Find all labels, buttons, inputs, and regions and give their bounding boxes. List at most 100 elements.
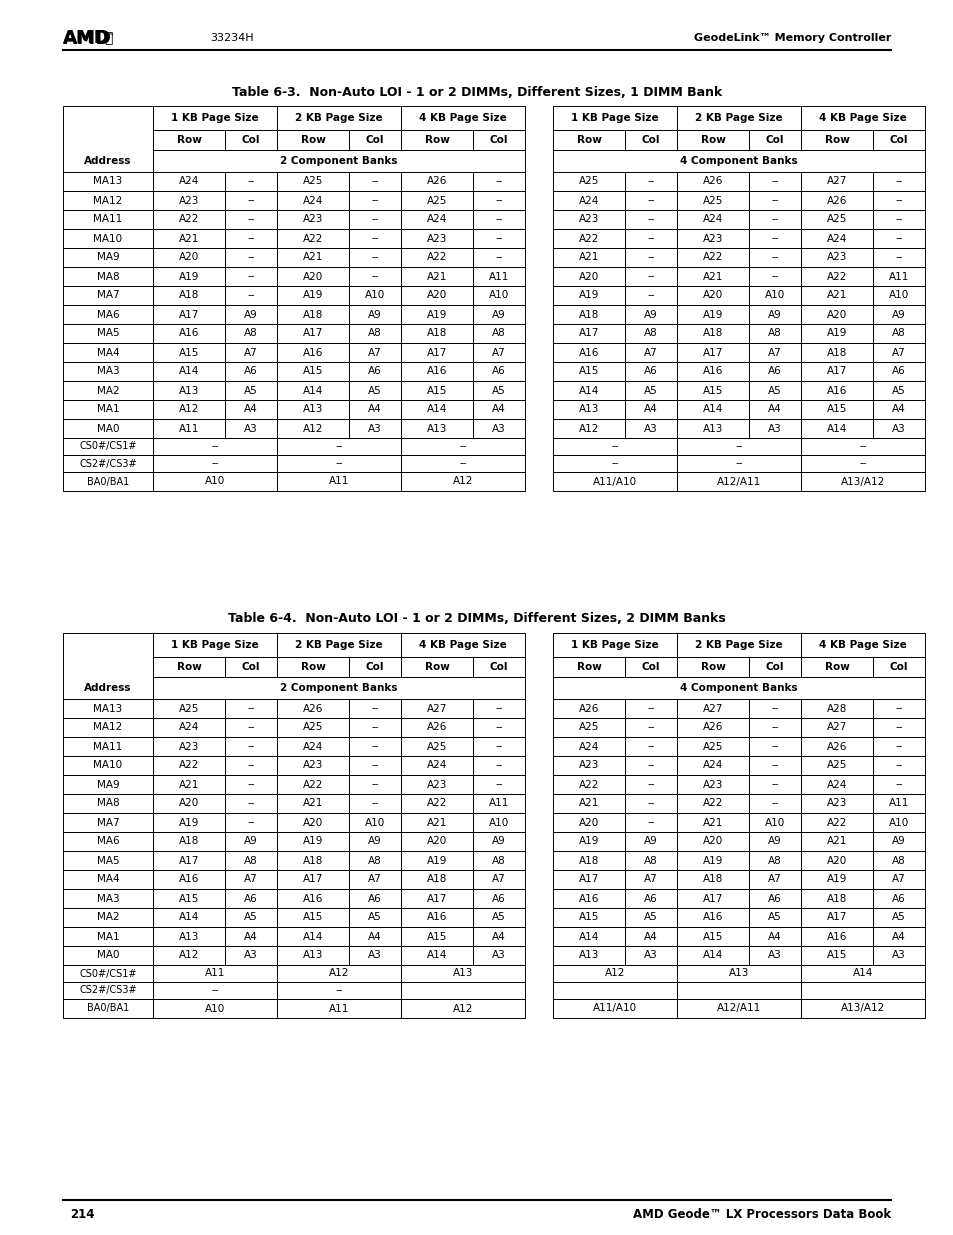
Text: --: --: [495, 761, 502, 771]
Text: 2 KB Page Size: 2 KB Page Size: [294, 112, 382, 124]
Text: A10: A10: [205, 477, 225, 487]
Text: A20: A20: [578, 272, 598, 282]
Text: A5: A5: [244, 385, 257, 395]
Bar: [677, 794, 748, 813]
Bar: [677, 287, 748, 305]
Bar: [276, 248, 349, 267]
Text: A22: A22: [426, 799, 447, 809]
Text: A14: A14: [302, 931, 323, 941]
Bar: [63, 634, 152, 699]
Text: A24: A24: [302, 741, 323, 752]
Text: A20: A20: [426, 836, 447, 846]
Bar: [349, 927, 400, 946]
Bar: [473, 908, 524, 927]
Bar: [349, 946, 400, 965]
Text: 2 Component Banks: 2 Component Banks: [280, 683, 397, 693]
Bar: [400, 946, 473, 965]
Bar: [473, 343, 524, 362]
Bar: [63, 908, 152, 927]
Bar: [276, 737, 349, 756]
Text: A17: A17: [578, 329, 598, 338]
Bar: [553, 999, 677, 1018]
Text: --: --: [211, 441, 218, 452]
Bar: [553, 172, 624, 191]
Text: A20: A20: [178, 252, 199, 263]
Bar: [624, 832, 677, 851]
Text: A22: A22: [578, 779, 598, 789]
Text: A10: A10: [205, 1004, 225, 1014]
Text: A4: A4: [492, 931, 505, 941]
Text: A9: A9: [643, 310, 658, 320]
Text: A22: A22: [302, 233, 323, 243]
Text: A21: A21: [302, 252, 323, 263]
Bar: [677, 191, 748, 210]
Text: --: --: [646, 741, 654, 752]
Text: A13: A13: [578, 951, 598, 961]
Bar: [400, 756, 473, 776]
Text: CS0#/CS1#: CS0#/CS1#: [79, 968, 136, 978]
Bar: [872, 908, 924, 927]
Bar: [152, 718, 225, 737]
Text: A26: A26: [826, 741, 846, 752]
Bar: [872, 287, 924, 305]
Bar: [553, 305, 624, 324]
Text: --: --: [646, 722, 654, 732]
Text: A4: A4: [891, 931, 905, 941]
Text: A12: A12: [604, 968, 624, 978]
Bar: [63, 362, 152, 382]
Text: A22: A22: [178, 761, 199, 771]
Bar: [152, 908, 225, 927]
Bar: [624, 756, 677, 776]
Bar: [553, 454, 677, 472]
Bar: [276, 454, 400, 472]
Text: AMD: AMD: [63, 28, 112, 47]
Bar: [553, 927, 624, 946]
Text: Col: Col: [765, 135, 783, 144]
Bar: [553, 419, 624, 438]
Bar: [152, 305, 225, 324]
Text: A14: A14: [826, 424, 846, 433]
Bar: [748, 267, 801, 287]
Text: A6: A6: [368, 367, 381, 377]
Text: A23: A23: [578, 761, 598, 771]
Bar: [872, 324, 924, 343]
Text: --: --: [646, 272, 654, 282]
Text: A6: A6: [244, 367, 257, 377]
Bar: [801, 210, 872, 228]
Bar: [276, 228, 349, 248]
Bar: [349, 130, 400, 149]
Bar: [553, 382, 624, 400]
Bar: [748, 927, 801, 946]
Text: --: --: [894, 177, 902, 186]
Text: A21: A21: [826, 290, 846, 300]
Text: A12: A12: [453, 1004, 473, 1014]
Text: A5: A5: [891, 385, 905, 395]
Text: A20: A20: [826, 856, 846, 866]
Text: A19: A19: [702, 310, 722, 320]
Bar: [473, 794, 524, 813]
Bar: [152, 438, 276, 454]
Bar: [276, 438, 400, 454]
Text: --: --: [894, 779, 902, 789]
Bar: [748, 343, 801, 362]
Text: CS2#/CS3#: CS2#/CS3#: [79, 986, 136, 995]
Bar: [801, 248, 872, 267]
Text: A24: A24: [426, 215, 447, 225]
Bar: [276, 756, 349, 776]
Bar: [624, 927, 677, 946]
Text: A14: A14: [702, 405, 722, 415]
Text: --: --: [770, 741, 778, 752]
Bar: [400, 248, 473, 267]
Bar: [276, 210, 349, 228]
Text: A7: A7: [891, 874, 905, 884]
Text: A4: A4: [643, 931, 658, 941]
Text: A7: A7: [368, 874, 381, 884]
Text: --: --: [495, 233, 502, 243]
Bar: [400, 869, 473, 889]
Text: A12: A12: [453, 477, 473, 487]
Text: Col: Col: [489, 135, 508, 144]
Bar: [225, 908, 276, 927]
Bar: [553, 228, 624, 248]
Text: A26: A26: [702, 722, 722, 732]
Bar: [801, 737, 872, 756]
